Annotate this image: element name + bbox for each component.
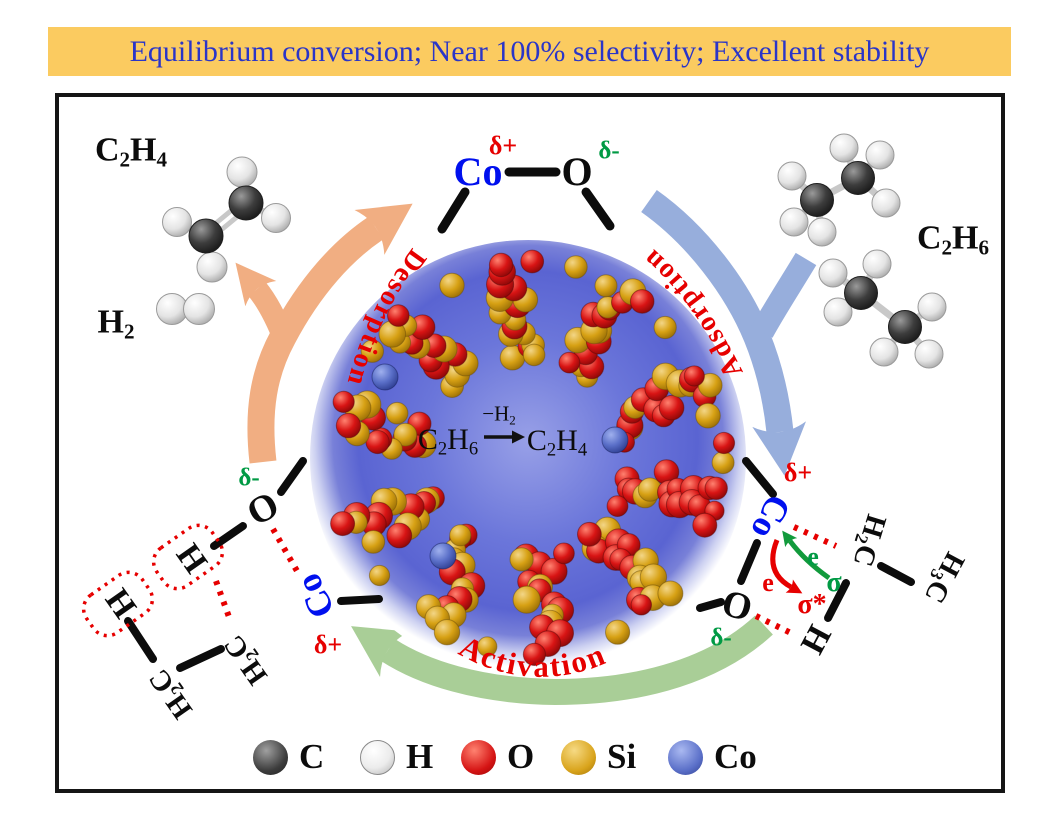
legend-item-cobalt: Co bbox=[668, 737, 757, 777]
sigma-donation-arrow bbox=[782, 530, 831, 581]
desorption-arrow bbox=[235, 203, 413, 464]
cobalt-sphere-icon bbox=[668, 739, 703, 775]
sigma-label: σ bbox=[826, 567, 842, 598]
top-site-oxygen: O bbox=[561, 149, 593, 194]
silicon-sphere-icon bbox=[561, 739, 596, 775]
back-donation-arrow bbox=[770, 539, 803, 594]
top-site-bonds bbox=[437, 167, 615, 234]
legend-item-hydrogen: H bbox=[360, 737, 433, 777]
legend-label: Si bbox=[607, 737, 637, 776]
legend-item-carbon: C bbox=[253, 737, 324, 777]
reaction-over-arrow: −H2 bbox=[482, 401, 516, 428]
legend-label: O bbox=[507, 737, 535, 776]
ethane-molecule-2 bbox=[818, 249, 947, 369]
activation-arrow bbox=[351, 615, 773, 706]
top-site-delta-minus: δ- bbox=[598, 137, 620, 165]
oxygen-sphere-icon bbox=[461, 739, 496, 775]
left-site-bonds bbox=[81, 457, 383, 672]
reaction-lhs: C2H6 bbox=[417, 423, 479, 460]
legend-item-silicon: Si bbox=[561, 737, 636, 777]
back-donation-label: e bbox=[762, 568, 774, 597]
top-site-delta-plus: δ+ bbox=[488, 131, 518, 160]
hydrogen-molecule bbox=[156, 293, 215, 325]
hydrogen-formula: H2 bbox=[97, 303, 135, 344]
reaction-rhs: C2H4 bbox=[526, 424, 588, 461]
ethylene-formula: C2H4 bbox=[94, 131, 168, 172]
ethane-formula: C2H6 bbox=[916, 219, 990, 260]
right-site-bonds bbox=[696, 457, 915, 637]
left-site-delta-minus: δ- bbox=[238, 464, 260, 492]
left-site-delta-plus: δ+ bbox=[313, 630, 343, 659]
legend-label: C bbox=[299, 737, 325, 776]
carbon-sphere-icon bbox=[253, 739, 288, 775]
sigma-star-label: σ* bbox=[797, 589, 827, 620]
electron-donation-label: e bbox=[807, 542, 819, 571]
ethane-molecule-1 bbox=[777, 133, 901, 247]
zeolite-pore-image bbox=[310, 240, 746, 676]
adsorption-arrow bbox=[641, 189, 817, 476]
right-site-delta-plus: δ+ bbox=[783, 458, 813, 487]
legend-label: H bbox=[406, 737, 434, 776]
legend-item-oxygen: O bbox=[461, 737, 534, 777]
top-site-cobalt: Co bbox=[453, 149, 503, 194]
right-site-delta-minus: δ- bbox=[710, 624, 732, 652]
h2-forming-dotted-box bbox=[81, 523, 225, 638]
hydrogen-sphere-icon bbox=[360, 739, 395, 775]
legend-label: Co bbox=[714, 737, 757, 776]
ethylene-molecule bbox=[162, 156, 291, 283]
headline-banner: Equilibrium conversion; Near 100% select… bbox=[48, 27, 1011, 76]
